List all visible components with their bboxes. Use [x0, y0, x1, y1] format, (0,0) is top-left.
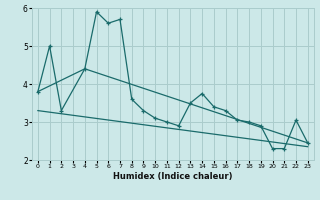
X-axis label: Humidex (Indice chaleur): Humidex (Indice chaleur) [113, 172, 233, 181]
